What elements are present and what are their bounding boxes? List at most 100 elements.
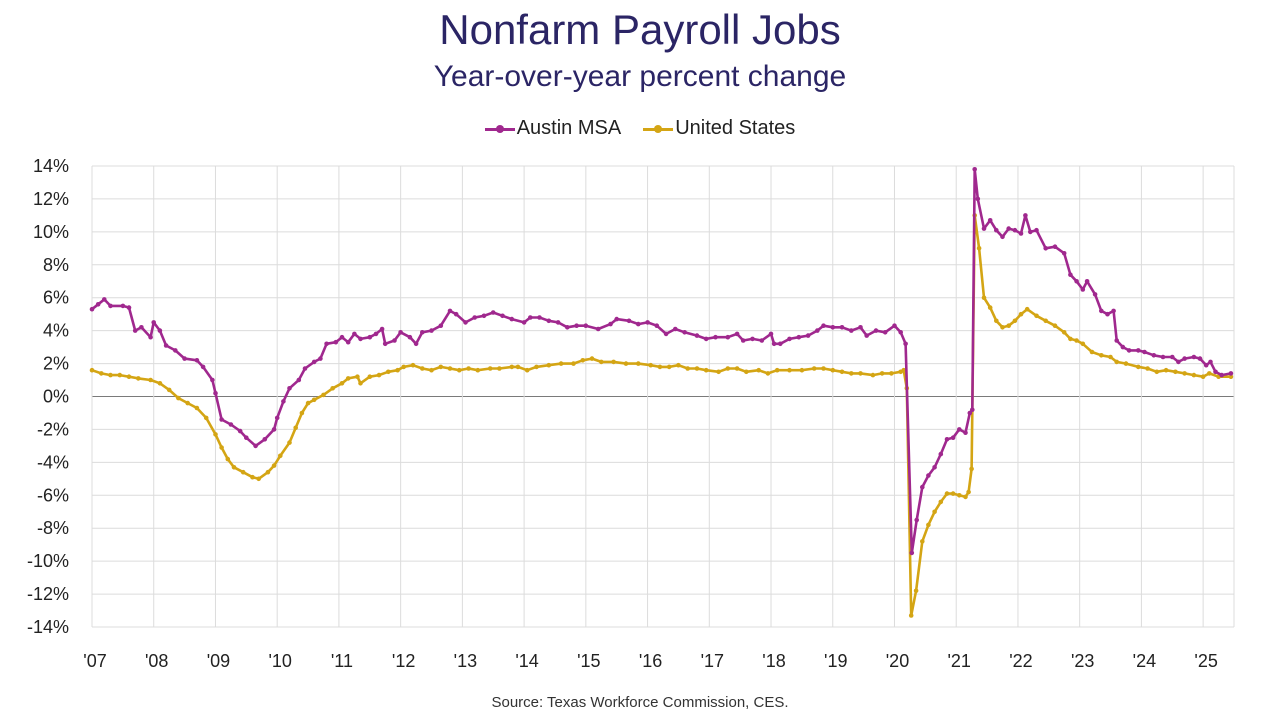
data-point-austin: [1084, 279, 1090, 284]
x-tick-label: '10: [268, 651, 291, 671]
data-point-austin: [975, 196, 981, 202]
data-point-us: [1145, 366, 1150, 371]
data-point-austin: [787, 336, 792, 342]
data-point-us: [271, 463, 277, 468]
data-point-austin: [108, 303, 113, 309]
data-point-austin: [132, 328, 138, 333]
data-point-austin: [957, 427, 962, 432]
x-tick-label: '09: [207, 651, 230, 671]
data-point-us: [1089, 349, 1095, 355]
y-tick-label: 8%: [43, 255, 69, 275]
data-point-us: [321, 392, 326, 398]
data-point-austin: [1028, 229, 1033, 235]
data-point-austin: [392, 338, 397, 343]
data-point-austin: [873, 328, 879, 333]
data-point-us: [756, 367, 761, 373]
data-point-austin: [1213, 369, 1218, 375]
data-point-us: [744, 369, 749, 375]
data-point-us: [438, 364, 444, 370]
data-point-austin: [967, 410, 973, 416]
data-point-us: [694, 366, 700, 371]
data-point-us: [966, 489, 971, 495]
x-tick-label: '23: [1071, 651, 1094, 671]
y-tick-label: -8%: [37, 518, 69, 538]
x-tick-label: '25: [1194, 651, 1217, 671]
data-point-austin: [1160, 354, 1166, 360]
data-point-us: [703, 367, 709, 373]
data-point-austin: [663, 331, 669, 337]
data-point-austin: [771, 341, 777, 347]
data-point-austin: [950, 435, 956, 441]
data-point-austin: [228, 422, 234, 427]
y-tick-label: 0%: [43, 387, 69, 407]
data-point-austin: [413, 341, 419, 347]
data-point-austin: [302, 366, 308, 371]
data-point-austin: [614, 316, 619, 322]
data-point-austin: [1208, 359, 1213, 365]
data-point-austin: [213, 390, 218, 396]
data-point-austin: [1061, 251, 1067, 256]
data-point-us: [358, 381, 363, 386]
data-point-us: [1173, 369, 1178, 375]
data-point-us: [938, 499, 944, 505]
data-point-us: [515, 364, 521, 370]
data-point-austin: [528, 315, 533, 320]
data-point-us: [376, 372, 382, 378]
data-point-us: [330, 386, 336, 391]
data-point-us: [487, 366, 493, 371]
data-point-austin: [420, 330, 425, 335]
data-point-austin: [944, 437, 950, 442]
data-point-us: [157, 381, 163, 386]
data-point-austin: [1170, 354, 1175, 360]
data-point-us: [117, 372, 123, 378]
data-point-austin: [262, 437, 268, 442]
data-point-us: [734, 366, 740, 371]
data-point-austin: [379, 326, 385, 332]
data-point-us: [558, 361, 564, 366]
data-point-us: [725, 366, 731, 371]
x-tick-label: '13: [454, 651, 477, 671]
data-point-us: [225, 456, 231, 462]
data-point-austin: [555, 320, 561, 325]
y-tick-label: 4%: [43, 321, 69, 341]
data-point-us: [1024, 306, 1030, 312]
data-point-austin: [972, 167, 977, 172]
data-point-us: [1154, 369, 1160, 375]
series-line-us: [90, 214, 1233, 617]
data-point-austin: [830, 325, 836, 330]
y-tick-label: -10%: [27, 551, 69, 571]
data-point-us: [1006, 323, 1011, 329]
legend-label-austin: Austin MSA: [516, 117, 622, 139]
data-point-austin: [546, 318, 552, 324]
data-point-austin: [864, 333, 869, 338]
data-point-austin: [1018, 231, 1024, 236]
y-tick-label: 12%: [33, 189, 69, 209]
legend-swatch-austin: [484, 123, 515, 135]
data-point-us: [765, 371, 771, 376]
data-point-austin: [626, 318, 632, 324]
data-point-us: [932, 509, 937, 515]
data-point-austin: [1191, 354, 1197, 360]
data-point-austin: [654, 323, 660, 329]
data-point-austin: [565, 325, 570, 330]
data-point-austin: [296, 377, 302, 383]
data-point-us: [987, 305, 993, 310]
data-point-austin: [1034, 227, 1039, 233]
data-point-austin: [892, 323, 897, 329]
data-point-austin: [219, 417, 224, 422]
data-point-us: [1099, 353, 1104, 358]
data-point-us: [849, 371, 854, 376]
data-point-austin: [438, 323, 444, 329]
data-point-us: [821, 366, 826, 371]
data-point-us: [981, 295, 987, 301]
data-point-us: [636, 361, 641, 366]
data-point-austin: [1114, 338, 1119, 343]
data-point-us: [599, 359, 604, 365]
data-point-us: [339, 381, 345, 386]
data-point-austin: [583, 323, 589, 329]
data-point-austin: [126, 305, 132, 310]
data-point-us: [203, 415, 209, 421]
data-point-us: [1068, 336, 1073, 342]
data-point-austin: [759, 338, 765, 343]
y-tick-label: -6%: [37, 485, 69, 505]
